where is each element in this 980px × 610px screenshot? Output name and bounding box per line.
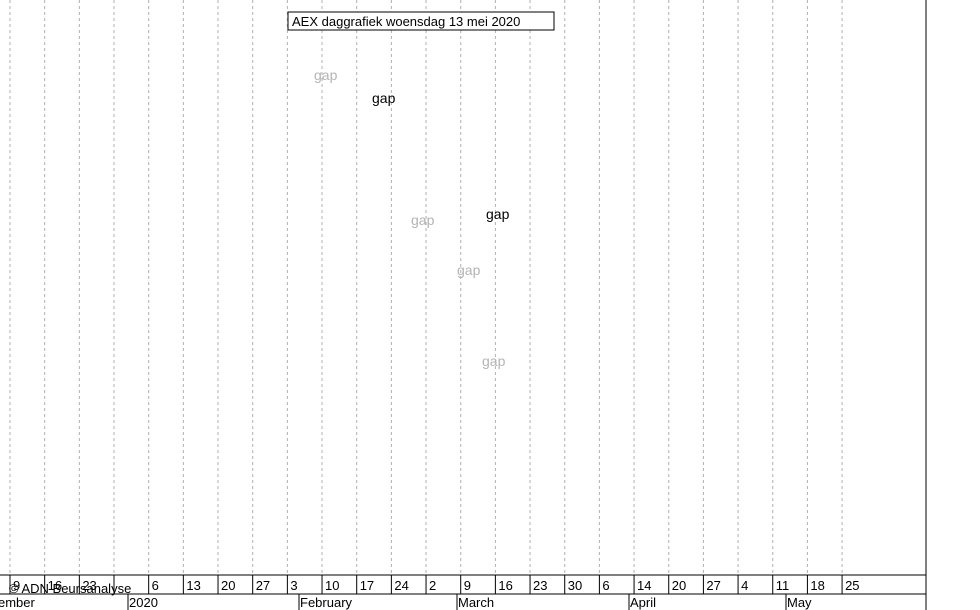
x-tick-label: 3 <box>290 578 297 593</box>
x-tick-label: 10 <box>325 578 339 593</box>
copyright: © ADN Beursanalyse <box>9 581 131 596</box>
gap-annotation: gap <box>482 353 506 369</box>
x-tick-label: 20 <box>221 578 235 593</box>
month-label: ember <box>0 595 36 610</box>
x-tick-label: 20 <box>672 578 686 593</box>
x-tick-label: 6 <box>602 578 609 593</box>
month-label: May <box>787 595 812 610</box>
gap-annotation: gap <box>486 206 510 222</box>
month-label: April <box>630 595 656 610</box>
x-tick-label: 30 <box>568 578 582 593</box>
title-box: AEX daggrafiek woensdag 13 mei 2020 <box>287 11 555 31</box>
month-label: February <box>300 595 353 610</box>
chart-title: AEX daggrafiek woensdag 13 mei 2020 <box>292 14 520 29</box>
x-tick-label: 27 <box>256 578 270 593</box>
x-tick-label: 16 <box>48 578 62 593</box>
x-tick-label: 17 <box>360 578 374 593</box>
x-tick-label: 27 <box>706 578 720 593</box>
gap-annotation: gap <box>457 262 481 278</box>
x-tick-label: 16 <box>498 578 512 593</box>
month-label: March <box>458 595 494 610</box>
x-tick-label: 9 <box>13 578 20 593</box>
gap-annotation: gap <box>314 67 338 83</box>
x-tick-label: 2 <box>429 578 436 593</box>
x-tick-label: 23 <box>82 578 96 593</box>
x-tick-label: 24 <box>394 578 408 593</box>
gap-annotation: gap <box>411 212 435 228</box>
x-tick-label: 14 <box>637 578 651 593</box>
x-tick-label: 4 <box>741 578 748 593</box>
x-tick-label: 9 <box>464 578 471 593</box>
x-tick-label: 23 <box>533 578 547 593</box>
x-tick-label: 6 <box>152 578 159 593</box>
x-tick-label: 11 <box>776 578 790 593</box>
x-tick-label: 18 <box>810 578 824 593</box>
x-tick-label: 13 <box>186 578 200 593</box>
month-label: 2020 <box>129 595 158 610</box>
title-frame <box>287 11 555 31</box>
x-tick-label: 25 <box>845 578 859 593</box>
gap-annotation: gap <box>372 90 396 106</box>
